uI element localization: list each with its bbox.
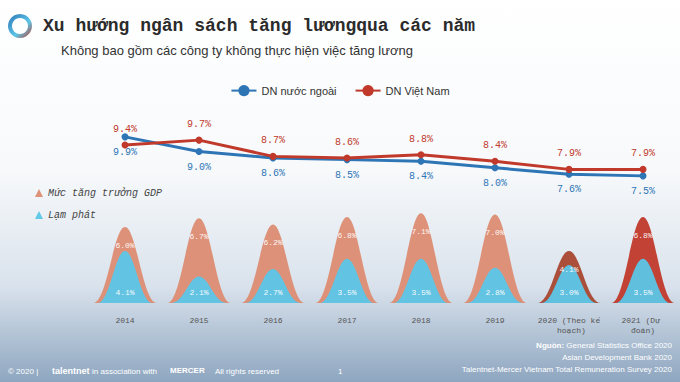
svg-text:2.1%: 2.1% [189,288,208,297]
svg-text:3.5%: 3.5% [337,288,356,297]
svg-text:8.8%: 8.8% [409,134,433,145]
svg-text:8.5%: 8.5% [335,170,359,181]
svg-text:9.7%: 9.7% [187,119,211,130]
svg-text:General Statistics Office 2020: General Statistics Office 2020 [564,341,672,350]
svg-text:6.7%: 6.7% [189,232,208,241]
svg-text:2019: 2019 [485,316,504,325]
svg-text:9.9%: 9.9% [113,147,137,158]
svg-text:2014: 2014 [115,316,134,325]
svg-text:8.4%: 8.4% [409,171,433,182]
svg-text:All rights reserved: All rights reserved [215,367,279,376]
svg-text:in association with: in association with [92,367,157,376]
svg-text:talentnet: talentnet [52,366,90,376]
svg-text:6.8%: 6.8% [337,231,356,240]
svg-text:Mức tăng trưởng GDP: Mức tăng trưởng GDP [48,187,162,199]
svg-text:6.8%: 6.8% [633,231,652,240]
svg-text:2017: 2017 [337,316,356,325]
svg-text:Asian Development Bank 2020: Asian Development Bank 2020 [562,353,672,362]
svg-text:Talentnet-Mercer Vietnam Total: Talentnet-Mercer Vietnam Total Remunerat… [462,365,673,374]
svg-text:7.5%: 7.5% [631,186,655,197]
svg-text:MERCER: MERCER [170,366,205,375]
svg-text:3.0%: 3.0% [559,288,578,297]
svg-text:8.6%: 8.6% [335,137,359,148]
svg-text:8.7%: 8.7% [261,135,285,146]
svg-text:2018: 2018 [411,316,430,325]
svg-text:4.1%: 4.1% [115,288,134,297]
svg-text:1: 1 [338,367,343,376]
svg-text:2016: 2016 [263,316,282,325]
svg-text:Lạm phát: Lạm phát [48,210,96,221]
svg-text:2.7%: 2.7% [263,288,282,297]
svg-text:8.4%: 8.4% [483,140,507,151]
svg-text:7.0%: 7.0% [485,228,504,237]
svg-text:Nguồn:: Nguồn: [536,341,564,350]
svg-text:9.4%: 9.4% [113,124,137,135]
svg-text:4.1%: 4.1% [559,265,578,274]
svg-text:© 2020 |: © 2020 | [8,367,38,376]
svg-text:7.6%: 7.6% [557,184,581,195]
svg-text:9.0%: 9.0% [187,162,211,173]
svg-text:6.2%: 6.2% [263,238,282,247]
svg-text:3.5%: 3.5% [411,288,430,297]
svg-text:2.8%: 2.8% [485,288,504,297]
svg-text:2020 (Theo kế: 2020 (Theo kế [538,316,601,325]
svg-text:Xu hướng ngân sách tăng lươngq: Xu hướng ngân sách tăng lươngqua các năm [43,16,475,36]
svg-text:6.0%: 6.0% [115,241,134,250]
svg-text:DN Việt Nam: DN Việt Nam [386,85,450,97]
svg-text:hoạch): hoạch) [552,326,586,335]
svg-text:đoán): đoán) [631,326,655,335]
svg-text:3.5%: 3.5% [633,288,652,297]
svg-text:DN nước ngoài: DN nước ngoài [261,85,336,97]
svg-text:2015: 2015 [189,316,208,325]
svg-text:2021 (Dự: 2021 (Dự [621,316,664,325]
svg-text:8.6%: 8.6% [261,168,285,179]
svg-text:7.9%: 7.9% [631,148,655,159]
svg-text:8.0%: 8.0% [483,178,507,189]
svg-text:Không bao gồm các công ty khôn: Không bao gồm các công ty không thực hiệ… [61,43,413,58]
svg-text:7.9%: 7.9% [557,148,581,159]
svg-text:7.1%: 7.1% [411,227,430,236]
